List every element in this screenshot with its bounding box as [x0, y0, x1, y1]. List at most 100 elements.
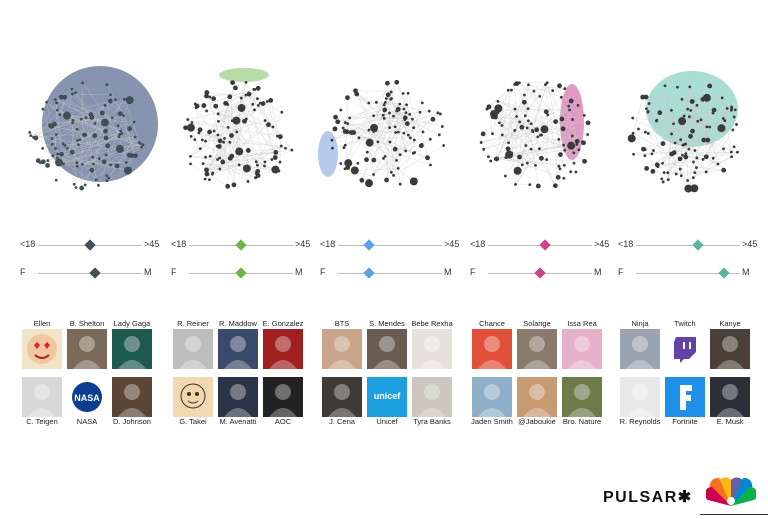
network-node [701, 137, 707, 143]
network-edge [663, 140, 708, 183]
network-edge [487, 82, 520, 107]
account-tile[interactable]: Jaden Smith [470, 377, 514, 427]
network-node [670, 108, 673, 112]
network-node [279, 144, 283, 148]
network-edge [515, 121, 556, 185]
network-edge [66, 115, 99, 186]
network-node [705, 98, 709, 102]
account-name: Jaden Smith [471, 417, 513, 426]
network-edge [67, 134, 85, 149]
account-tile[interactable]: Ninja [618, 319, 662, 369]
network-edge [675, 142, 719, 165]
network-edge [519, 82, 547, 112]
account-tile[interactable]: D. Johnson [110, 377, 154, 427]
network-edge [206, 92, 249, 97]
account-tile[interactable]: Issa Rea [560, 319, 604, 369]
network-edge [197, 105, 237, 121]
account-tile[interactable]: BTS [320, 319, 364, 369]
audience-panel-2: <18 >45 F M R. Reiner R. Maddow E. Gonzalez G. … [163, 0, 313, 519]
account-tile[interactable]: Kanye [708, 319, 752, 369]
age-slider-min-label: <18 [171, 239, 187, 249]
account-tile[interactable]: Solange [515, 319, 559, 369]
network-edge [528, 84, 572, 102]
network-node [513, 129, 517, 132]
network-edge [532, 82, 548, 131]
network-edge [692, 99, 708, 132]
account-tile[interactable]: Bro. Nature [560, 377, 604, 427]
network-edge [393, 145, 444, 176]
network-node [440, 125, 444, 128]
account-tile[interactable]: S. Mendes [365, 319, 409, 369]
network-node [384, 97, 388, 100]
network-node [514, 183, 517, 186]
network-node [529, 122, 533, 126]
account-tile[interactable]: R. Maddow [216, 319, 260, 369]
network-node [682, 143, 686, 147]
network-node [660, 141, 666, 146]
network-edge [56, 97, 65, 135]
audience-panel-4: <18 >45 F M Chance Solange Issa Rea Jaden Smith… [462, 0, 612, 519]
network-edge [35, 93, 73, 139]
account-tile[interactable]: Twitch [663, 319, 707, 369]
network-node [62, 94, 68, 100]
account-tile[interactable]: AOC [261, 377, 305, 427]
network-edge [56, 134, 83, 165]
age-slider-marker [235, 239, 247, 251]
network-edge [225, 103, 245, 122]
network-node [627, 134, 636, 143]
network-edge [219, 105, 259, 159]
account-tile[interactable]: E. Gonzalez [261, 319, 305, 369]
account-tile[interactable]: Chance [470, 319, 514, 369]
network-node [555, 174, 561, 180]
account-tile[interactable]: M. Avenatti [216, 377, 260, 427]
account-tile[interactable]: Tyra Banks [410, 377, 454, 427]
network-node [244, 93, 248, 97]
account-tile[interactable]: Lady Gaga [110, 319, 154, 369]
network-edge [222, 112, 282, 163]
account-tile[interactable]: B. Shelton [65, 319, 109, 369]
network-edge [483, 133, 506, 158]
network-node [408, 136, 412, 140]
network-edge [29, 132, 66, 146]
account-tile[interactable]: R. Reiner [171, 319, 215, 369]
network-node [41, 146, 45, 150]
gender-slider-marker [89, 267, 101, 279]
account-tile[interactable]: Ellen [20, 319, 64, 369]
network-node [247, 91, 251, 95]
network-node [242, 164, 251, 173]
account-tile[interactable]: NASA NASA [65, 377, 109, 427]
account-tile[interactable]: E. Musk [708, 377, 752, 427]
network-node [406, 91, 410, 95]
portrait-icon [173, 329, 213, 369]
network-edge [366, 123, 408, 160]
network-edge [648, 111, 653, 172]
network-node [523, 114, 527, 118]
network-node [29, 134, 33, 138]
network-node [133, 135, 137, 139]
account-tile[interactable]: Bebe Rexha [410, 319, 454, 369]
account-tile[interactable]: J. Cena [320, 377, 364, 427]
account-tile[interactable]: Fortnite [663, 377, 707, 427]
network-node [420, 101, 424, 105]
account-tile[interactable]: R. Reynolds [618, 377, 662, 427]
network-node [534, 163, 537, 167]
account-tile[interactable]: unicef Unicef [365, 377, 409, 427]
network-node [204, 171, 210, 177]
age-slider-marker [539, 239, 551, 251]
network-edge [689, 116, 725, 121]
network-node [229, 153, 235, 159]
account-tile[interactable]: C. Teigen [20, 377, 64, 427]
network-edge [514, 108, 528, 128]
network-edge [93, 148, 120, 165]
network-node [227, 94, 233, 100]
network-node [720, 96, 724, 100]
network-node [126, 152, 132, 158]
account-tile[interactable]: @Jaboukie [515, 377, 559, 427]
network-edge [483, 142, 509, 150]
network-node [277, 169, 281, 173]
network-edge [487, 106, 493, 134]
network-node [364, 157, 369, 163]
account-tile[interactable]: G. Takei [171, 377, 215, 427]
network-node [690, 128, 695, 134]
network-edge [515, 118, 562, 185]
